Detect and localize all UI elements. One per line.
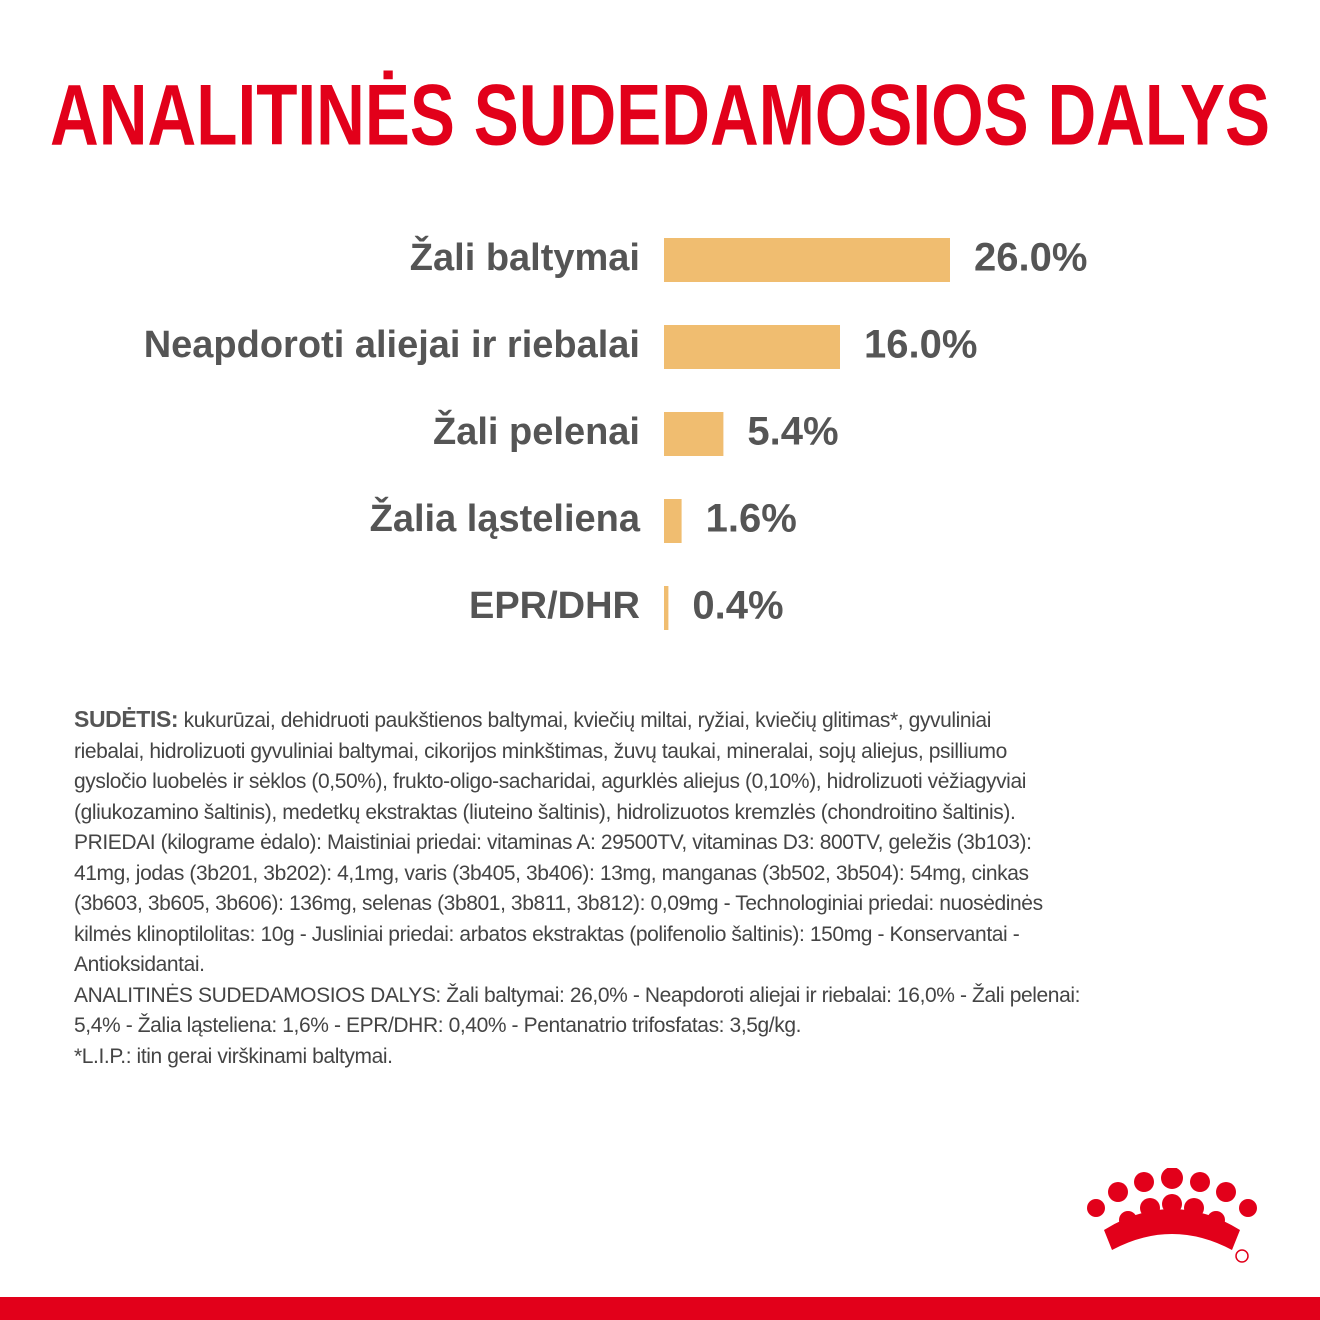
composition-text: Antioksidantai.: [74, 953, 205, 976]
composition-text: kilmės klinoptilolitas: 10g - Jusliniai …: [74, 922, 1020, 946]
value-label: 5.4%: [747, 410, 838, 454]
bar: [664, 325, 840, 369]
composition-text: 5,4% - Žalia ląsteliena: 1,6% - EPR/DHR:…: [74, 1014, 802, 1037]
chart: ANALITINĖS SUDEDAMOSIOS DALYS Žali balty…: [50, 68, 1270, 630]
value-label: 0.4%: [692, 584, 783, 628]
composition-line: 5,4% - Žalia ląsteliena: 1,6% - EPR/DHR:…: [74, 1011, 1274, 1042]
composition-text: *L.I.P.: itin gerai virškinami baltymai.: [74, 1044, 393, 1068]
composition-text: (gliukozamino šaltinis), medetkų ekstrak…: [74, 800, 1016, 824]
composition-line: *L.I.P.: itin gerai virškinami baltymai.: [74, 1042, 1274, 1073]
composition: SUDĖTIS: kukurūzai, dehidruoti paukštien…: [74, 704, 1274, 1072]
composition-line: PRIEDAI (kilograme ėdalo): Maistiniai pr…: [74, 828, 1274, 859]
composition-text: riebalai, hidrolizuoti gyvuliniai baltym…: [74, 739, 1007, 763]
composition-text: kukurūzai, dehidruoti paukštienos baltym…: [183, 709, 992, 732]
composition-text: gysločio luobelės ir sėklos (0,50%), fru…: [74, 770, 1026, 793]
logo: [1087, 1168, 1257, 1263]
composition-line: kilmės klinoptilolitas: 10g - Jusliniai …: [74, 920, 1274, 951]
composition-text: PRIEDAI (kilograme ėdalo): Maistiniai pr…: [74, 831, 1032, 854]
footer-bar: [0, 1297, 1320, 1320]
bar: [664, 412, 724, 456]
composition-line: (3b603, 3b605, 3b606): 136mg, selenas (3…: [74, 889, 1274, 920]
composition-line: riebalai, hidrolizuoti gyvuliniai baltym…: [74, 737, 1274, 768]
value-label: 26.0%: [974, 236, 1087, 280]
composition-text: 41mg, jodas (3b201, 3b202): 4,1mg, varis…: [74, 861, 1029, 885]
bar: [664, 586, 669, 630]
category-label: EPR/DHR: [469, 585, 640, 627]
composition-line: 41mg, jodas (3b201, 3b202): 4,1mg, varis…: [74, 859, 1274, 890]
value-label: 1.6%: [706, 497, 797, 541]
composition-text: ANALITINĖS SUDEDAMOSIOS DALYS: Žali balt…: [74, 983, 1081, 1007]
chart-title: ANALITINĖS SUDEDAMOSIOS DALYS: [50, 68, 1270, 164]
bar: [664, 499, 682, 543]
category-label: Žalia ląsteliena: [370, 496, 641, 540]
composition-line: (gliukozamino šaltinis), medetkų ekstrak…: [74, 798, 1274, 829]
bar: [664, 238, 950, 282]
composition-line: SUDĖTIS: kukurūzai, dehidruoti paukštien…: [74, 704, 1274, 737]
composition-line: Antioksidantai.: [74, 950, 1274, 981]
composition-text: (3b603, 3b605, 3b606): 136mg, selenas (3…: [74, 892, 1043, 915]
composition-line: ANALITINĖS SUDEDAMOSIOS DALYS: Žali balt…: [74, 981, 1274, 1012]
category-label: Neapdoroti aliejai ir riebalai: [144, 324, 640, 366]
category-label: Žali pelenai: [433, 409, 640, 453]
value-label: 16.0%: [864, 323, 977, 367]
composition-label: SUDĖTIS:: [74, 706, 179, 732]
category-label: Žali baltymai: [410, 235, 640, 279]
composition-line: gysločio luobelės ir sėklos (0,50%), fru…: [74, 767, 1274, 798]
